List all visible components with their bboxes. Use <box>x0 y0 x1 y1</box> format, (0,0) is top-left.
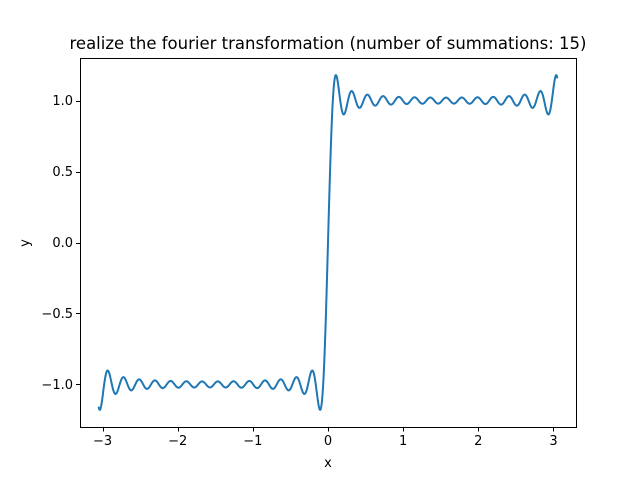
y-tick-label: 0.0 <box>52 236 73 251</box>
y-tick-label: −1.0 <box>41 378 73 393</box>
plot-area <box>97 74 559 411</box>
x-tick-label: 0 <box>324 434 332 449</box>
y-tick-label: 1.0 <box>52 94 73 109</box>
plot-frame <box>80 58 577 428</box>
series-line-0 <box>97 74 559 411</box>
x-tick-label: −2 <box>168 434 187 449</box>
x-tick-label: 1 <box>399 434 407 449</box>
x-tick-label: −3 <box>93 434 112 449</box>
chart-title: realize the fourier transformation (numb… <box>70 34 587 53</box>
x-axis-label: x <box>324 456 332 471</box>
x-tick-label: 3 <box>549 434 557 449</box>
x-tick-label: 2 <box>474 434 482 449</box>
x-tick-label: −1 <box>243 434 262 449</box>
y-tick-label: 0.5 <box>52 165 73 180</box>
axis-ticks: −3 −2 −1 0 1 2 3 −1.0 −0.5 0.0 0.5 1.0 <box>41 94 557 449</box>
y-axis-label: y <box>18 239 33 247</box>
y-tick-label: −0.5 <box>41 307 73 322</box>
